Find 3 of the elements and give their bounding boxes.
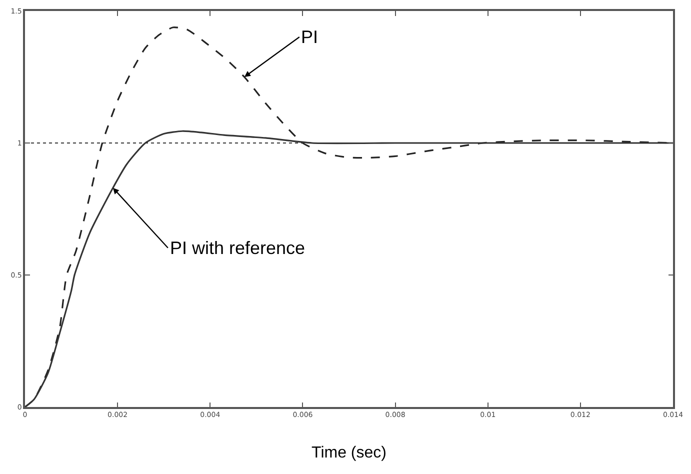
annotation: PI with reference: [170, 238, 306, 258]
x-axis-title: Time (sec): [312, 444, 386, 462]
annotation: PI: [301, 27, 318, 47]
